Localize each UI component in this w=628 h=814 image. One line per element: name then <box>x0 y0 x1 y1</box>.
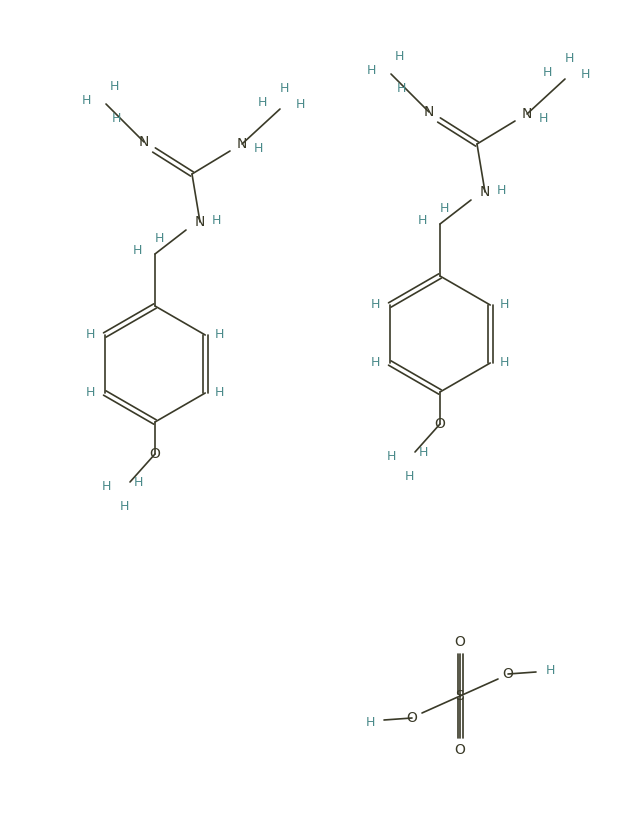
Text: H: H <box>543 67 551 80</box>
Text: O: O <box>455 743 465 757</box>
Text: H: H <box>499 299 509 312</box>
Text: N: N <box>424 105 434 119</box>
Text: N: N <box>237 137 247 151</box>
Text: O: O <box>455 635 465 649</box>
Text: H: H <box>253 142 263 155</box>
Text: N: N <box>480 185 490 199</box>
Text: H: H <box>499 357 509 370</box>
Text: H: H <box>565 52 574 65</box>
Text: H: H <box>295 98 305 112</box>
Text: H: H <box>279 82 289 95</box>
Text: H: H <box>404 470 414 483</box>
Text: H: H <box>394 50 404 63</box>
Text: H: H <box>215 387 224 400</box>
Text: O: O <box>502 667 514 681</box>
Text: O: O <box>406 711 418 725</box>
Text: H: H <box>109 80 119 93</box>
Text: H: H <box>111 112 121 125</box>
Text: H: H <box>133 243 142 256</box>
Text: H: H <box>86 329 95 342</box>
Text: H: H <box>86 387 95 400</box>
Text: H: H <box>440 202 448 215</box>
Text: N: N <box>139 135 149 149</box>
Text: H: H <box>371 357 381 370</box>
Text: H: H <box>154 231 164 244</box>
Text: H: H <box>396 81 406 94</box>
Text: H: H <box>119 500 129 513</box>
Text: H: H <box>366 63 376 77</box>
Text: H: H <box>371 299 381 312</box>
Text: H: H <box>538 112 548 125</box>
Text: H: H <box>365 716 375 729</box>
Text: N: N <box>522 107 532 121</box>
Text: H: H <box>496 183 506 196</box>
Text: O: O <box>149 447 160 461</box>
Text: H: H <box>211 213 220 226</box>
Text: H: H <box>545 663 555 676</box>
Text: N: N <box>195 215 205 229</box>
Text: H: H <box>257 97 267 110</box>
Text: O: O <box>435 417 445 431</box>
Text: S: S <box>456 689 464 703</box>
Text: H: H <box>418 445 428 458</box>
Text: H: H <box>101 479 111 492</box>
Text: H: H <box>215 329 224 342</box>
Text: H: H <box>133 475 143 488</box>
Text: H: H <box>386 449 396 462</box>
Text: H: H <box>81 94 90 107</box>
Text: H: H <box>580 68 590 81</box>
Text: H: H <box>418 213 426 226</box>
